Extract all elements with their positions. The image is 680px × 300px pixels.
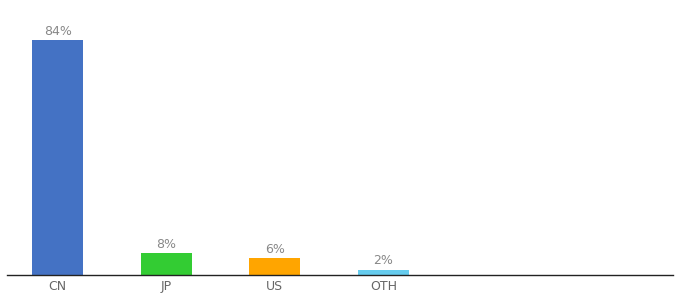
Text: 6%: 6% [265, 243, 285, 256]
Text: 8%: 8% [156, 238, 176, 250]
Bar [32, 40, 83, 275]
Bar [250, 258, 300, 275]
Text: 2%: 2% [373, 254, 393, 267]
Bar [141, 253, 192, 275]
Bar [358, 270, 409, 275]
Text: 84%: 84% [44, 25, 71, 38]
